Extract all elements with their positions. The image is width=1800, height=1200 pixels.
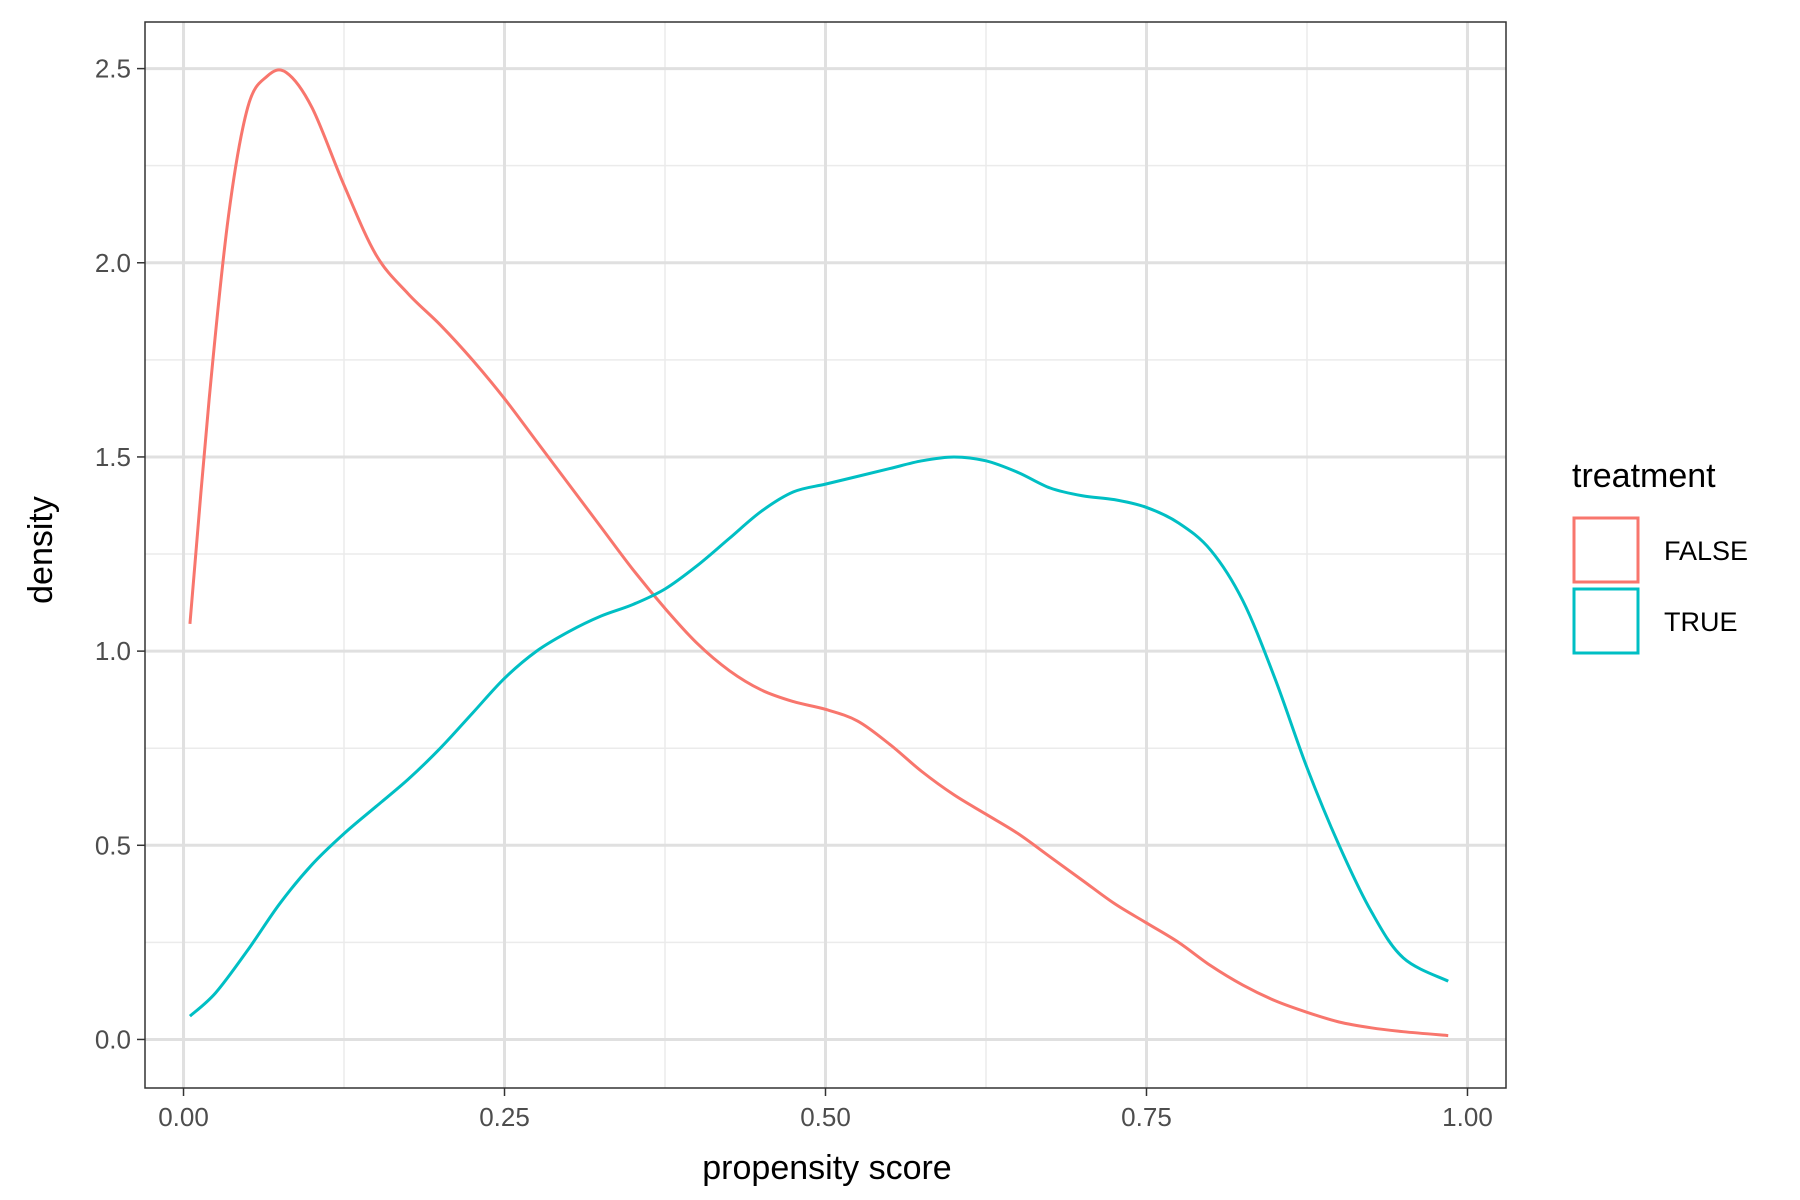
series-line-true bbox=[188, 455, 1449, 1018]
series-line-false bbox=[188, 68, 1449, 1038]
legend-title: treatment bbox=[1572, 457, 1716, 495]
y-axis-ticks: 0.0 0.5 1.0 1.5 2.0 2.5 bbox=[95, 54, 145, 1054]
legend-key-true bbox=[1572, 587, 1640, 655]
y-tick-label: 2.0 bbox=[95, 248, 131, 278]
legend-label-false: FALSE bbox=[1664, 536, 1748, 566]
legend-label-true: TRUE bbox=[1664, 607, 1738, 637]
x-tick-label: 0.50 bbox=[800, 1102, 851, 1132]
y-tick-label: 1.5 bbox=[95, 442, 131, 472]
x-axis-title: propensity score bbox=[702, 1149, 951, 1187]
x-axis-ticks: 0.00 0.25 0.50 0.75 1.00 bbox=[158, 1088, 1493, 1132]
x-tick-label: 0.00 bbox=[158, 1102, 209, 1132]
legend: treatment FALSE TRUE bbox=[1572, 457, 1748, 655]
y-tick-label: 2.5 bbox=[95, 54, 131, 84]
x-tick-label: 1.00 bbox=[1442, 1102, 1493, 1132]
legend-items: FALSE TRUE bbox=[1572, 516, 1748, 655]
series-lines bbox=[188, 68, 1449, 1038]
legend-key-false bbox=[1572, 516, 1640, 584]
x-tick-label: 0.25 bbox=[479, 1102, 530, 1132]
major-gridlines bbox=[145, 22, 1506, 1088]
y-tick-label: 0.0 bbox=[95, 1024, 131, 1054]
x-tick-label: 0.75 bbox=[1121, 1102, 1172, 1132]
y-axis-title: density bbox=[22, 496, 60, 604]
y-tick-label: 1.0 bbox=[95, 636, 131, 666]
y-tick-label: 0.5 bbox=[95, 830, 131, 860]
